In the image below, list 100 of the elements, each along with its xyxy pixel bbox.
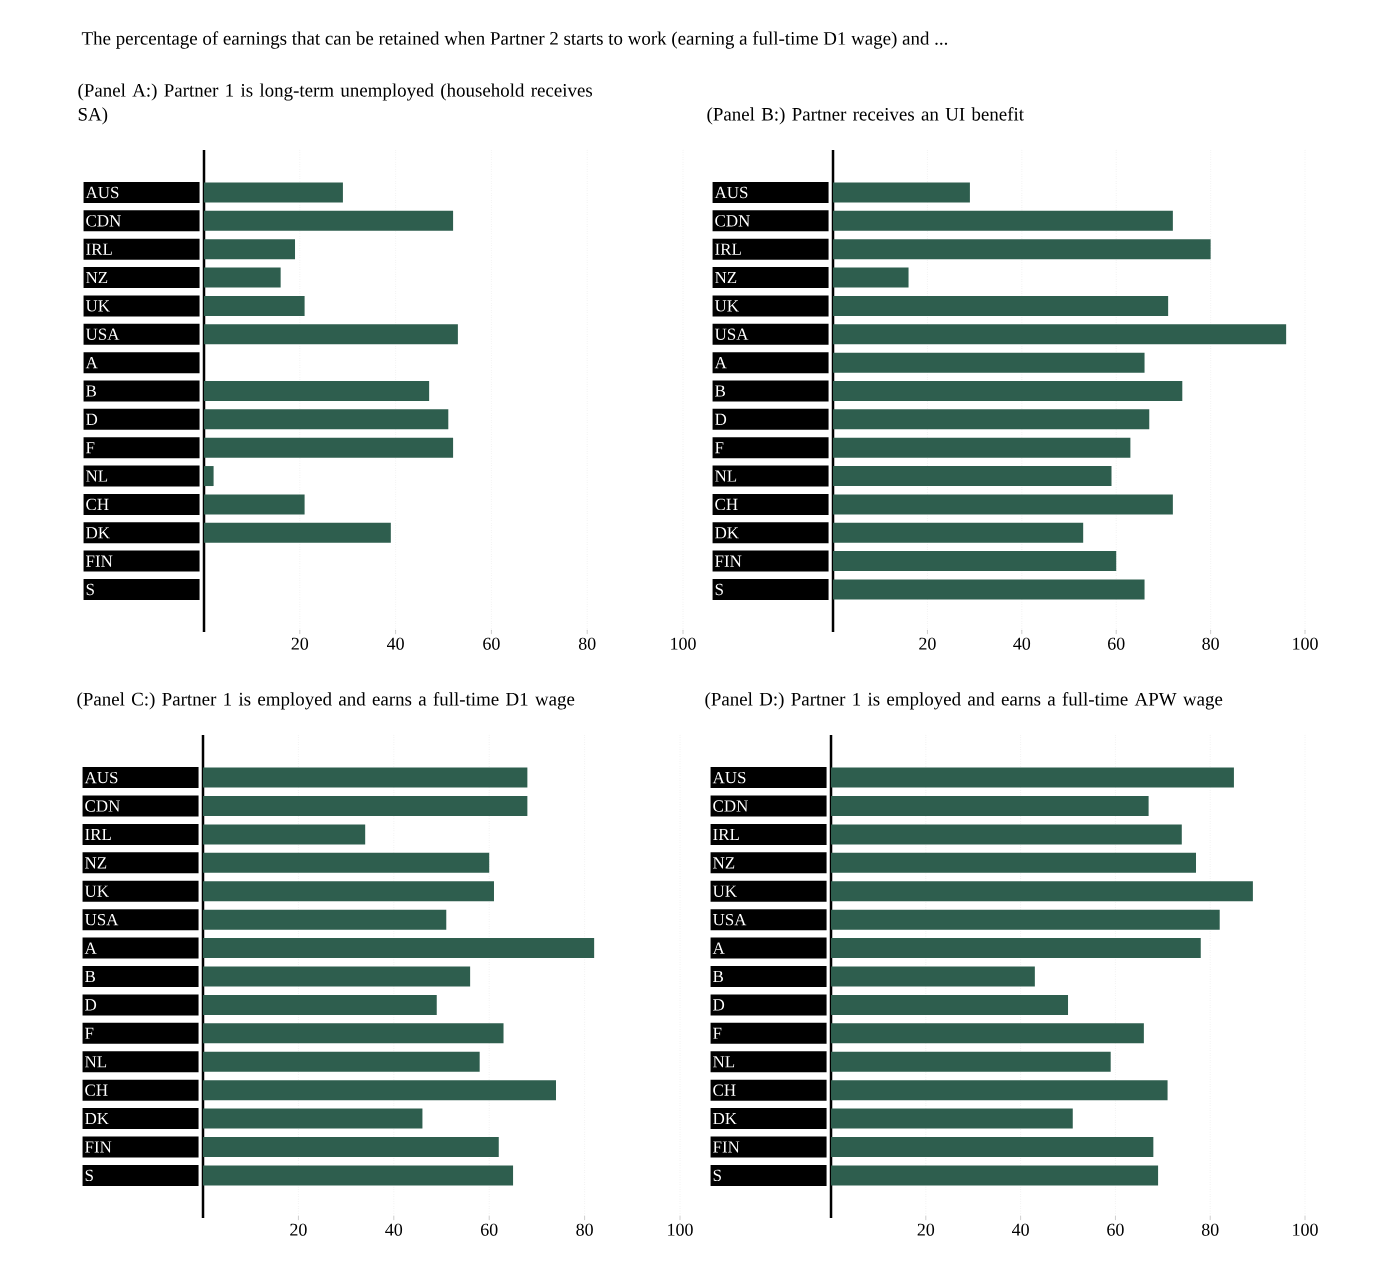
- y-tick-label: CH: [86, 498, 109, 511]
- y-tick-label: B: [713, 970, 724, 983]
- chart-subtitle: (Panel C:) Partner 1 is employed and earns a full-time D1 wage: [77, 692, 575, 710]
- bar: [833, 437, 1131, 458]
- bar: [831, 852, 1197, 873]
- bar: [833, 522, 1084, 543]
- y-tick-label: DK: [86, 527, 110, 539]
- y-tick-label: UK: [712, 885, 737, 897]
- y-tick-label: NL: [713, 1056, 735, 1068]
- y-tick-label: B: [86, 385, 97, 397]
- chart-subtitle: (Panel A:) Partner 1 is long-term unemployed (household receives SA): [78, 83, 593, 125]
- bar: [204, 437, 454, 458]
- y-tick-label: AUS: [85, 186, 119, 199]
- x-tick-label: 40: [1013, 637, 1031, 650]
- bar: [831, 938, 1201, 959]
- y-tick-label: NZ: [86, 272, 108, 284]
- bar: [831, 796, 1149, 817]
- x-tick-label: 60: [481, 1223, 498, 1236]
- y-tick-label: FIN: [85, 1141, 112, 1153]
- x-tick-label: 80: [1202, 637, 1219, 650]
- x-tick-label: 100: [668, 1223, 693, 1236]
- bar: [833, 352, 1145, 373]
- bar: [204, 324, 458, 345]
- bar: [831, 1023, 1144, 1044]
- y-tick-label: NZ: [715, 272, 737, 284]
- bar: [831, 994, 1069, 1015]
- y-tick-label: D: [715, 413, 727, 425]
- chart-subtitle: (Panel B:) Partner receives an UI benefit: [707, 107, 1024, 125]
- bar: [203, 994, 437, 1015]
- bar: [204, 522, 391, 543]
- x-tick-label: 80: [578, 637, 596, 650]
- x-tick-label: 60: [483, 637, 500, 650]
- x-tick-label: 100: [1293, 1223, 1318, 1236]
- y-tick-label: S: [85, 1169, 93, 1182]
- y-tick-label: USA: [714, 328, 749, 340]
- y-tick-label: B: [85, 970, 96, 983]
- bar: [833, 466, 1112, 487]
- y-tick-label: UK: [84, 885, 109, 897]
- y-tick-label: NZ: [713, 857, 735, 869]
- bar: [831, 824, 1182, 845]
- bar: [203, 881, 494, 902]
- bar: [204, 210, 454, 231]
- bar: [833, 324, 1287, 345]
- bar: [203, 1165, 514, 1186]
- bar: [831, 1136, 1154, 1157]
- bar: [203, 938, 595, 959]
- bar: [203, 796, 528, 817]
- y-tick-label: NL: [86, 470, 108, 482]
- y-tick-label: CH: [85, 1084, 108, 1096]
- bar: [833, 182, 970, 203]
- bar: [831, 1080, 1168, 1101]
- bar: [831, 909, 1220, 930]
- bar: [204, 409, 449, 430]
- bar: [831, 881, 1253, 902]
- y-tick-label: D: [713, 999, 725, 1011]
- x-tick-label: 20: [290, 1223, 307, 1236]
- bar: [833, 380, 1183, 401]
- y-tick-label: USA: [712, 913, 747, 926]
- y-tick-label: FIN: [713, 1141, 740, 1153]
- bar: [203, 824, 366, 845]
- y-tick-label: UK: [714, 300, 739, 312]
- y-tick-label: USA: [85, 328, 120, 340]
- bar: [203, 767, 528, 788]
- y-tick-label: A: [85, 357, 98, 369]
- y-tick-label: CH: [713, 1084, 736, 1096]
- y-tick-label: DK: [85, 1113, 109, 1125]
- y-tick-label: IRL: [715, 243, 741, 255]
- y-tick-label: NL: [85, 1056, 107, 1068]
- y-tick-label: DK: [713, 1113, 737, 1125]
- y-tick-label: A: [714, 357, 727, 369]
- y-tick-label: CDN: [715, 215, 750, 227]
- bar: [203, 1108, 423, 1129]
- bar: [203, 966, 471, 987]
- y-tick-label: A: [84, 942, 97, 954]
- bar: [833, 551, 1117, 572]
- y-tick-label: UK: [85, 300, 110, 312]
- bar: [204, 295, 305, 316]
- y-tick-label: IRL: [713, 828, 739, 840]
- y-tick-label: USA: [84, 913, 119, 926]
- x-tick-label: 20: [917, 1223, 935, 1236]
- bar: [833, 494, 1173, 515]
- bar: [833, 210, 1173, 231]
- bar: [833, 267, 909, 288]
- y-tick-label: NL: [715, 470, 737, 482]
- bar: [203, 1136, 499, 1157]
- bar: [204, 182, 343, 203]
- bar: [203, 909, 447, 930]
- bar: [833, 409, 1150, 430]
- x-tick-label: 20: [291, 637, 309, 650]
- x-tick-label: 40: [385, 1223, 403, 1236]
- x-tick-label: 80: [1201, 1223, 1219, 1236]
- bar: [203, 852, 490, 873]
- bar: [831, 1051, 1111, 1072]
- y-tick-label: AUS: [84, 771, 118, 784]
- y-tick-label: AUS: [712, 771, 746, 784]
- x-tick-label: 60: [1107, 1223, 1124, 1236]
- bar: [831, 1108, 1073, 1129]
- bar: [204, 239, 296, 260]
- x-tick-label: 40: [386, 637, 404, 650]
- y-tick-label: F: [86, 442, 95, 454]
